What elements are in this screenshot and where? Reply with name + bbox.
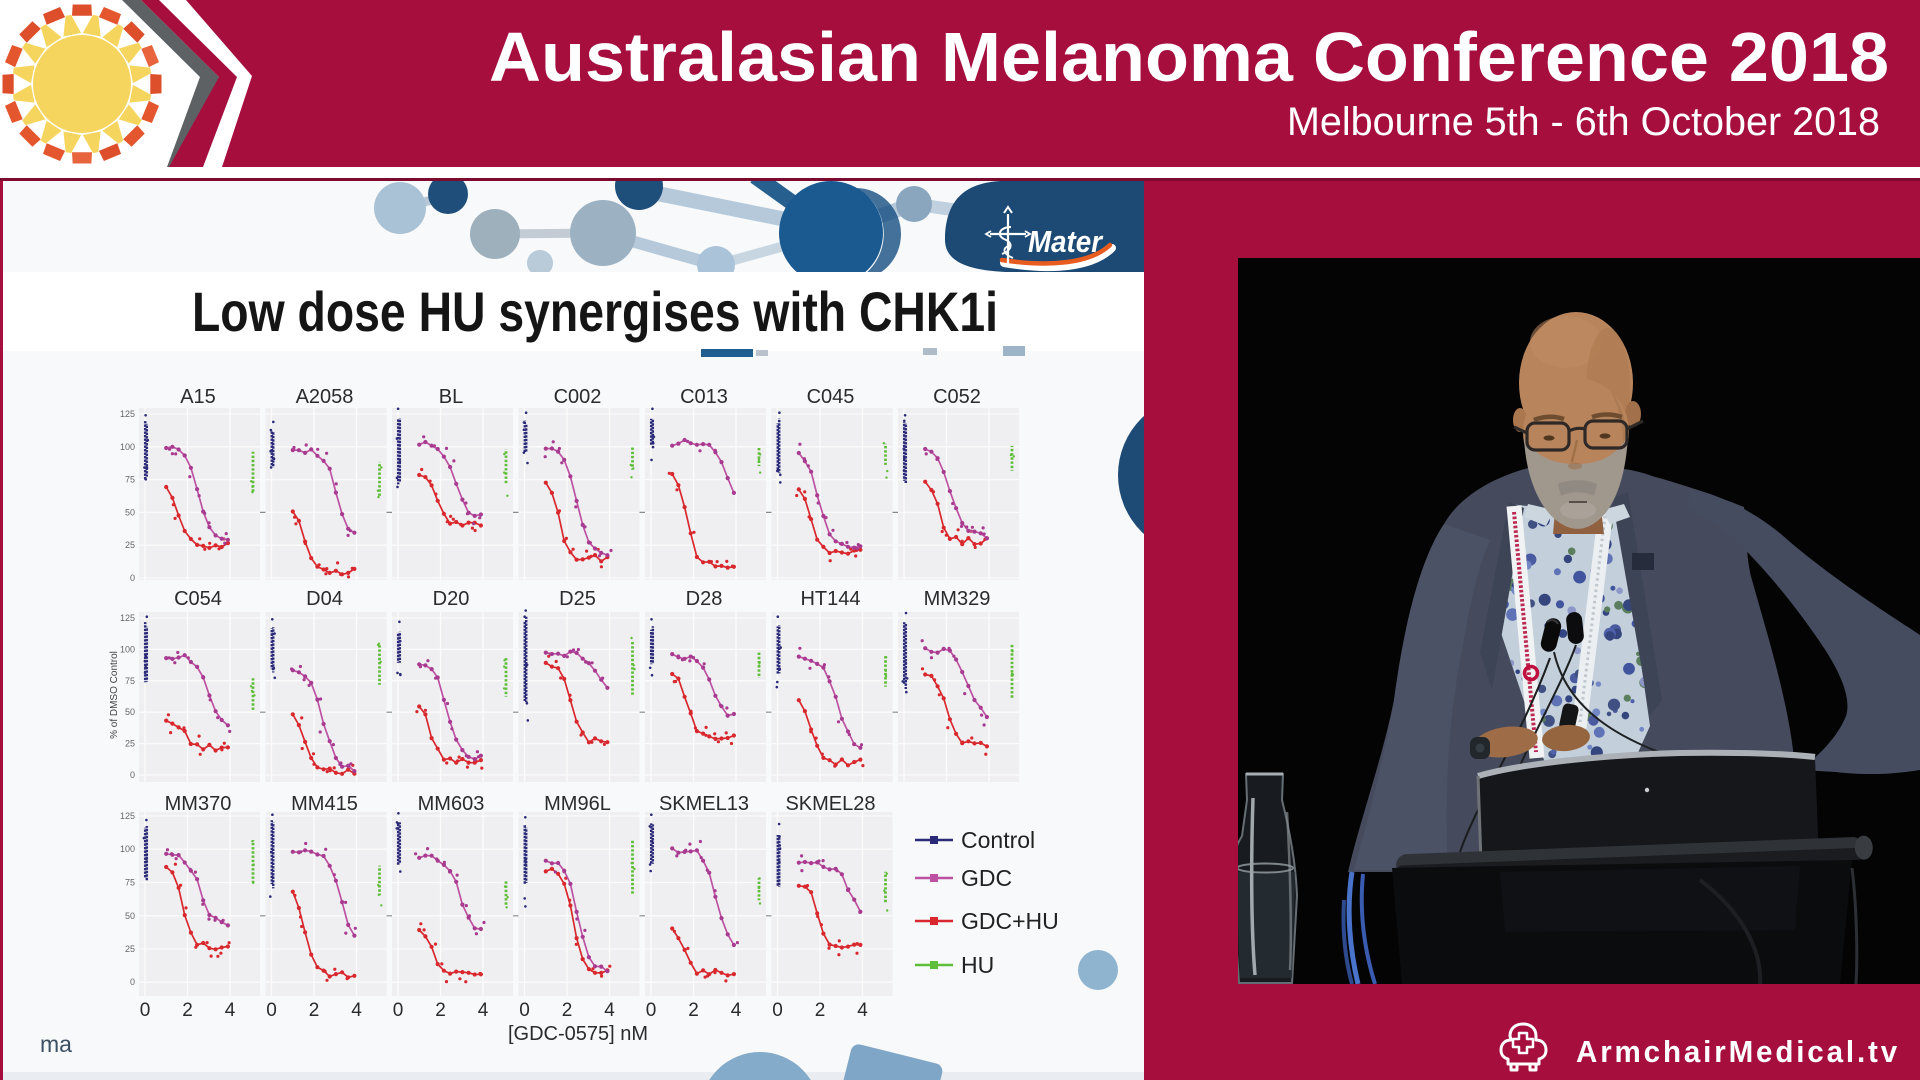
- svg-text:D20: D20: [433, 588, 470, 610]
- svg-text:C045: C045: [807, 386, 855, 408]
- svg-text:C052: C052: [933, 386, 981, 408]
- svg-text:0: 0: [519, 1000, 530, 1021]
- svg-text:125: 125: [120, 409, 135, 419]
- svg-text:0: 0: [130, 573, 135, 583]
- svg-text:Australasian Melanoma Conferen: Australasian Melanoma Conference 2018: [489, 18, 1889, 96]
- svg-text:2: 2: [562, 1000, 573, 1021]
- svg-text:0: 0: [393, 1000, 404, 1021]
- svg-text:A2058: A2058: [296, 386, 354, 408]
- svg-text:BL: BL: [439, 386, 463, 408]
- svg-text:MM603: MM603: [418, 793, 485, 815]
- svg-text:D28: D28: [686, 588, 723, 610]
- svg-text:MM370: MM370: [165, 793, 232, 815]
- svg-text:[GDC-0575] nM: [GDC-0575] nM: [508, 1023, 648, 1045]
- svg-text:C013: C013: [680, 386, 728, 408]
- svg-text:75: 75: [125, 475, 135, 485]
- svg-text:Mater: Mater: [1028, 224, 1104, 259]
- svg-text:4: 4: [351, 1000, 362, 1021]
- svg-text:0: 0: [130, 977, 135, 987]
- svg-text:0: 0: [772, 1000, 783, 1021]
- svg-text:50: 50: [125, 911, 135, 921]
- svg-text:4: 4: [604, 1000, 615, 1021]
- svg-text:125: 125: [120, 613, 135, 623]
- svg-text:100: 100: [120, 844, 135, 854]
- svg-text:MM96L: MM96L: [544, 793, 611, 815]
- svg-text:Melbourne 5th - 6th October 20: Melbourne 5th - 6th October 2018: [1287, 100, 1880, 144]
- svg-text:75: 75: [125, 878, 135, 888]
- svg-text:100: 100: [120, 644, 135, 654]
- svg-text:2: 2: [688, 1000, 699, 1021]
- svg-text:4: 4: [731, 1000, 742, 1021]
- svg-text:C002: C002: [554, 386, 602, 408]
- svg-text:0: 0: [130, 770, 135, 780]
- svg-text:100: 100: [120, 442, 135, 452]
- svg-text:ma: ma: [40, 1031, 72, 1057]
- svg-text:2: 2: [182, 1000, 193, 1021]
- svg-text:0: 0: [646, 1000, 657, 1021]
- svg-text:0: 0: [266, 1000, 277, 1021]
- svg-text:% of DMSO Control: % of DMSO Control: [109, 651, 120, 739]
- svg-text:MM415: MM415: [291, 793, 358, 815]
- svg-text:D25: D25: [559, 588, 596, 610]
- svg-text:50: 50: [125, 507, 135, 517]
- svg-text:A15: A15: [180, 386, 216, 408]
- svg-text:ArmchairMedical.tv: ArmchairMedical.tv: [1576, 1034, 1900, 1069]
- svg-text:25: 25: [125, 739, 135, 749]
- svg-text:GDC: GDC: [961, 865, 1012, 891]
- svg-text:0: 0: [140, 1000, 151, 1021]
- svg-text:4: 4: [478, 1000, 489, 1021]
- svg-text:HT144: HT144: [800, 588, 860, 610]
- svg-text:125: 125: [120, 811, 135, 821]
- svg-text:C054: C054: [174, 588, 222, 610]
- svg-text:4: 4: [225, 1000, 236, 1021]
- svg-text:Low dose HU synergises with CH: Low dose HU synergises with CHK1i: [192, 280, 998, 343]
- svg-text:50: 50: [125, 707, 135, 717]
- svg-text:2: 2: [309, 1000, 320, 1021]
- svg-text:75: 75: [125, 676, 135, 686]
- svg-text:HU: HU: [961, 952, 994, 978]
- svg-text:2: 2: [435, 1000, 446, 1021]
- svg-text:MM329: MM329: [924, 588, 991, 610]
- svg-text:25: 25: [125, 944, 135, 954]
- svg-text:SKMEL28: SKMEL28: [785, 793, 875, 815]
- svg-text:D04: D04: [306, 588, 343, 610]
- svg-text:SKMEL13: SKMEL13: [659, 793, 749, 815]
- svg-text:GDC+HU: GDC+HU: [961, 908, 1059, 934]
- svg-text:4: 4: [857, 1000, 868, 1021]
- svg-text:2: 2: [815, 1000, 826, 1021]
- svg-text:25: 25: [125, 540, 135, 550]
- svg-text:Control: Control: [961, 827, 1035, 853]
